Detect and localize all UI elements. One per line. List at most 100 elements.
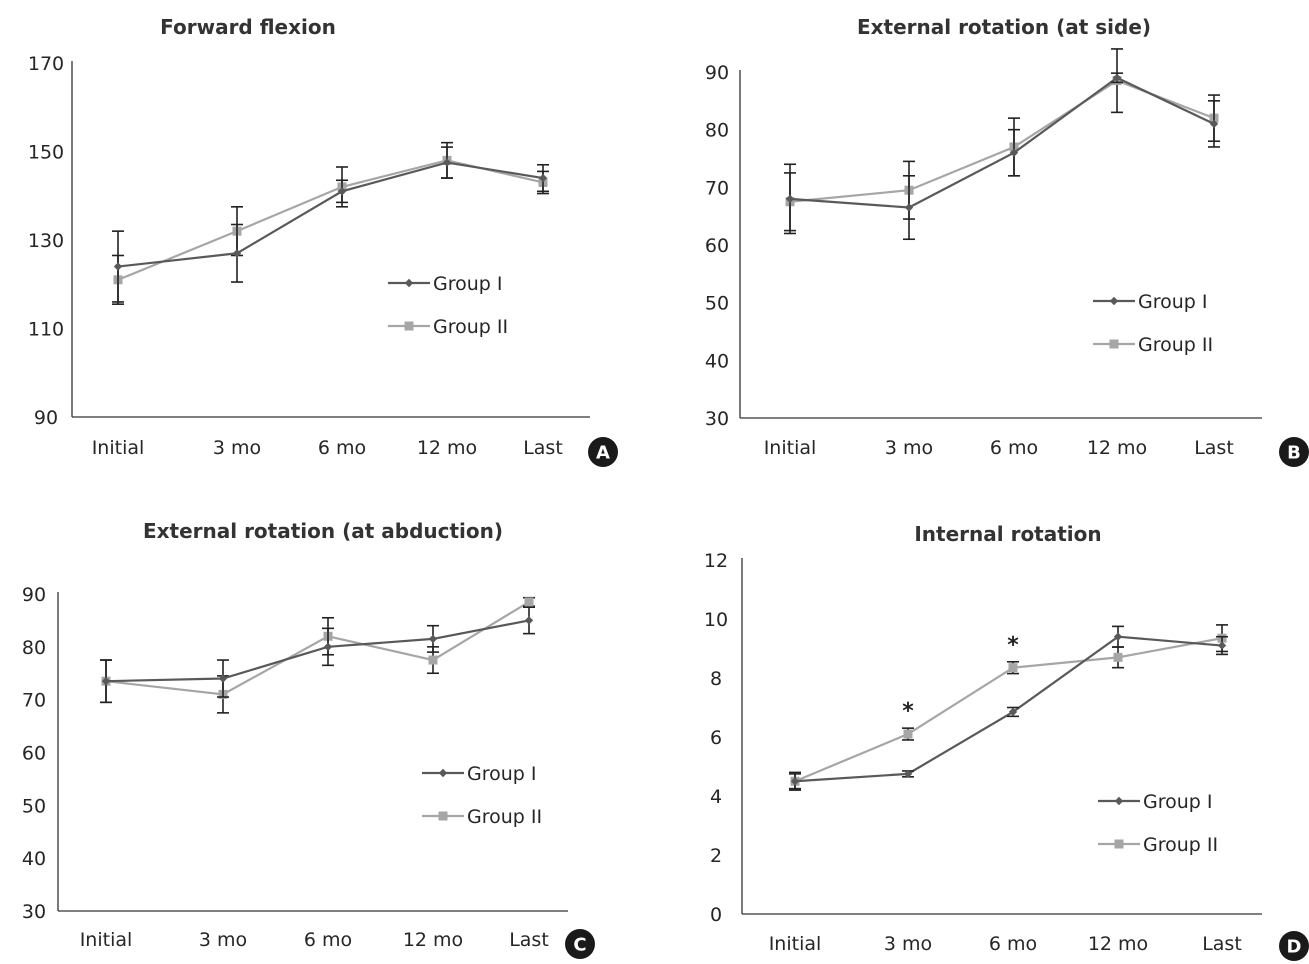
- data-point: [337, 187, 347, 196]
- y-tick-label: 0: [710, 904, 722, 926]
- chart-panel-d: Internal rotation 0 2 4 6 8 10 12 Initial 3 mo 6 m…: [704, 522, 1309, 961]
- x-tick-label: 6 mo: [318, 437, 366, 459]
- x-tick-label: Initial: [80, 929, 133, 951]
- panel-badge: A: [588, 437, 618, 467]
- series-line: [117, 159, 544, 281]
- legend-label: Group II: [433, 316, 508, 338]
- legend-label: Group I: [467, 763, 537, 785]
- y-tick-label: 40: [705, 350, 729, 372]
- y-tick-label: 4: [710, 786, 722, 808]
- y-tick-label: 110: [28, 319, 64, 341]
- x-tick-label: Initial: [769, 933, 822, 955]
- y-tick-label: 130: [28, 230, 64, 252]
- data-point: [785, 194, 795, 204]
- panel-badge-circle: [1279, 437, 1309, 467]
- legend-marker: [404, 278, 414, 288]
- y-tick-label: 6: [710, 727, 722, 749]
- x-tick-label: 12 mo: [1088, 933, 1148, 955]
- legend-item-group-2: Group II: [1098, 834, 1218, 856]
- data-point: [1113, 652, 1123, 662]
- data-point: [903, 729, 913, 739]
- data-point: [1112, 73, 1122, 82]
- chart-title: Forward flexion: [160, 15, 336, 39]
- x-tick-label: 6 mo: [989, 933, 1037, 955]
- legend-item-group-1: Group I: [1093, 291, 1208, 313]
- x-tick-label: 3 mo: [884, 933, 932, 955]
- legend-item-group-2: Group II: [388, 316, 508, 338]
- data-point: [442, 158, 452, 167]
- series-line: [105, 619, 530, 683]
- x-tick-label: Last: [1194, 437, 1234, 459]
- data-point: [1008, 707, 1018, 717]
- legend-item-group-1: Group I: [388, 273, 503, 295]
- y-tick-label: 50: [705, 293, 729, 315]
- legend: Group I Group II: [1098, 791, 1218, 856]
- panel-badge-label: B: [1287, 443, 1301, 464]
- data-point: [524, 597, 534, 607]
- series-line: [789, 79, 1215, 203]
- data-point: [1113, 632, 1123, 641]
- legend-label: Group I: [433, 273, 503, 295]
- legend-label: Group I: [1138, 291, 1208, 313]
- legend-marker: [1114, 839, 1124, 849]
- legend: Group I Group II: [1093, 291, 1213, 356]
- data-point: [538, 173, 548, 183]
- chart-title: External rotation (at side): [857, 15, 1151, 39]
- x-tick-label: Last: [523, 437, 563, 459]
- legend-item-group-1: Group I: [1098, 791, 1213, 813]
- series-line: [789, 76, 1215, 209]
- y-tick-label: 80: [705, 120, 729, 142]
- legend-marker: [438, 768, 448, 778]
- x-tick-label: 3 mo: [885, 437, 933, 459]
- y-tick-label: 60: [22, 743, 46, 765]
- y-tick-label: 150: [28, 142, 64, 164]
- data-point: [790, 777, 800, 786]
- y-tick-label: 30: [705, 408, 729, 430]
- data-point: [1217, 641, 1227, 650]
- legend-item-group-1: Group I: [422, 763, 537, 785]
- y-tick-label: 10: [704, 609, 728, 631]
- legend-marker: [438, 811, 448, 821]
- legend: Group I Group II: [422, 763, 542, 828]
- x-tick-label: 3 mo: [213, 437, 261, 459]
- x-tick-label: 6 mo: [990, 437, 1038, 459]
- x-tick-label: Initial: [92, 437, 145, 459]
- legend-marker: [404, 321, 414, 331]
- y-tick-label: 8: [710, 668, 722, 690]
- data-point: [218, 674, 228, 683]
- legend-item-group-2: Group II: [1093, 334, 1213, 356]
- series-group-1: [100, 606, 535, 704]
- y-tick-label: 170: [28, 53, 64, 75]
- data-point: [232, 249, 242, 258]
- y-tick-label: 50: [22, 795, 46, 817]
- data-point: [524, 616, 534, 625]
- y-tick-label: 60: [705, 235, 729, 257]
- panel-badge-label: A: [596, 443, 610, 464]
- panel-badge-label: C: [573, 935, 586, 956]
- series-group-1: [789, 625, 1228, 791]
- y-tick-label: 70: [22, 690, 46, 712]
- panel-badge-circle: [588, 437, 618, 467]
- y-tick-label: 90: [705, 62, 729, 84]
- panel-badge: D: [1279, 931, 1309, 961]
- legend-label: Group II: [1138, 334, 1213, 356]
- y-tick-label: 30: [22, 901, 46, 923]
- legend-label: Group II: [1143, 834, 1218, 856]
- data-point: [323, 642, 333, 652]
- x-tick-label: 12 mo: [1087, 437, 1147, 459]
- chart-panel-b: External rotation (at side) 30 40 50 60 70 80 9…: [705, 15, 1309, 467]
- legend-marker: [1109, 339, 1119, 349]
- series-group-1: [784, 72, 1220, 241]
- data-point: [903, 769, 913, 779]
- y-tick-label: 70: [705, 177, 729, 199]
- data-point: [1009, 148, 1019, 157]
- y-tick-label: 12: [704, 550, 728, 572]
- y-tick-label: 90: [22, 584, 46, 606]
- chart-panel-c: External rotation (at abduction) 30 40 50 60…: [22, 519, 595, 959]
- chart-title: External rotation (at abduction): [143, 519, 503, 543]
- data-point: [113, 262, 123, 271]
- series-group-1: [112, 146, 549, 303]
- data-point: [1209, 119, 1219, 129]
- chart-title: Internal rotation: [914, 522, 1101, 546]
- series-line: [794, 635, 1223, 783]
